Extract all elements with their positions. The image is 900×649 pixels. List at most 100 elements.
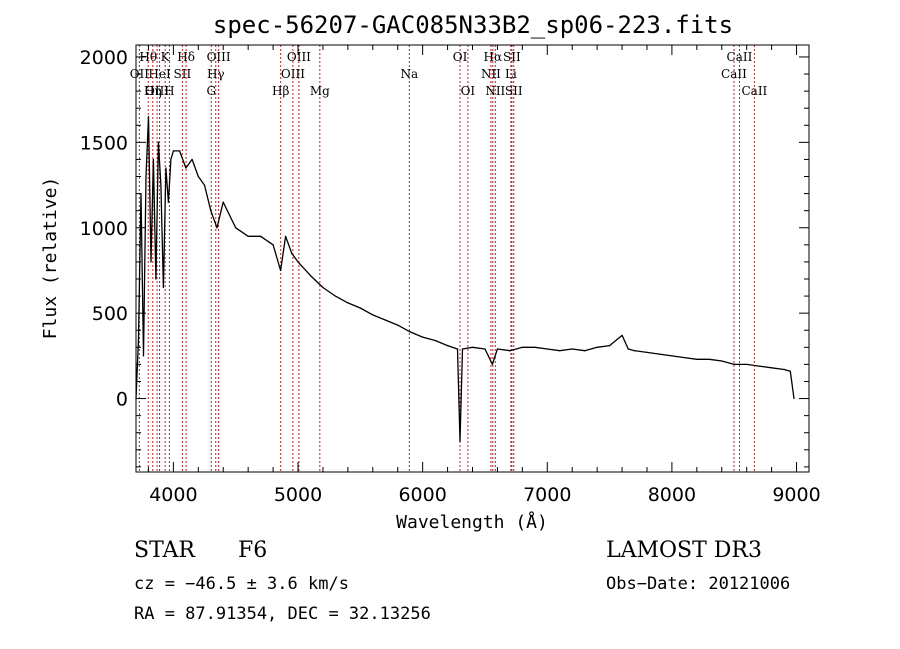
y-tick-label: 1000 bbox=[80, 218, 128, 240]
chart-title: spec-56207-GAC085N33B2_sp06-223.fits bbox=[213, 11, 733, 39]
spectrum-data-point bbox=[347, 302, 349, 304]
spectrum-data-point bbox=[771, 367, 773, 369]
spectrum-data-point bbox=[179, 150, 181, 152]
spectrum-data-point bbox=[422, 336, 424, 338]
spectral-line-label: SII bbox=[174, 67, 192, 81]
coordinates: RA = 87.91354, DEC = 32.13256 bbox=[134, 604, 431, 624]
spectral-line-label: OI bbox=[461, 84, 476, 98]
spectrum-data-point bbox=[260, 235, 262, 237]
spectrum-data-point bbox=[157, 141, 160, 143]
spectral-line-label: Hγ bbox=[207, 67, 225, 81]
y-tick-label: 1500 bbox=[80, 132, 128, 154]
spectrum-data-point bbox=[546, 348, 548, 350]
spectrum-data-point bbox=[571, 348, 573, 350]
spectrum-data-point bbox=[272, 244, 274, 246]
spectral-line-label: H bbox=[164, 84, 174, 98]
spectral-line-label: G bbox=[206, 84, 216, 98]
spectrum-data-point bbox=[459, 440, 461, 442]
spectrum-data-point bbox=[137, 338, 140, 340]
spectrum-data-point bbox=[721, 360, 723, 362]
spectrum-data-point bbox=[491, 363, 494, 365]
spectrum-data-point bbox=[534, 346, 536, 348]
object-type: STAR bbox=[134, 538, 195, 563]
spectral-line-label: OIII bbox=[281, 67, 305, 81]
spectrum-data-point bbox=[165, 167, 167, 169]
spectrum-data-point bbox=[297, 261, 299, 263]
spectrum-data-point bbox=[409, 331, 411, 333]
spectral-line-label: HeI bbox=[148, 67, 171, 81]
spectrum-data-point bbox=[783, 368, 785, 371]
spectrum-data-point bbox=[434, 339, 436, 342]
spectrum-data-point bbox=[150, 261, 152, 263]
spectral-line-label: CaII bbox=[721, 67, 747, 81]
spectrum-data-point bbox=[559, 350, 561, 352]
spectrum-data-point bbox=[584, 350, 586, 352]
survey-name: LAMOST DR3 bbox=[606, 538, 762, 563]
spectrum-data-point bbox=[162, 286, 165, 289]
x-tick-label: 5000 bbox=[274, 484, 322, 506]
spectrum-series-line bbox=[135, 116, 795, 442]
spectral-line-label: SII bbox=[505, 84, 523, 98]
plot-frame bbox=[135, 44, 810, 473]
spectrum-data-point bbox=[627, 348, 629, 350]
spectrum-data-point bbox=[155, 278, 157, 280]
spectrum-data-point bbox=[633, 350, 636, 352]
spectrum-data-point bbox=[789, 370, 791, 372]
x-tick-label: 6000 bbox=[398, 484, 446, 506]
spectrum-data-point bbox=[683, 356, 685, 359]
redshift-velocity: cz = −46.5 ± 3.6 km/s bbox=[134, 574, 349, 594]
spectral-line-label: Hθ bbox=[139, 50, 157, 64]
spectrum-data-point bbox=[646, 351, 648, 354]
spectrum-data-point bbox=[621, 334, 623, 336]
spectrum-data-point bbox=[197, 175, 199, 178]
spectrum-data-point bbox=[291, 252, 293, 254]
spectrum-data-point bbox=[172, 150, 174, 152]
spectral-line-label: NII bbox=[481, 67, 501, 81]
spectrum-data-point bbox=[145, 175, 147, 178]
spectral-line-label: Li bbox=[505, 67, 517, 81]
spectral-line-label: Hβ bbox=[272, 84, 289, 98]
observation-date: Obs−Date: 20121006 bbox=[606, 574, 791, 594]
spectrum-data-point bbox=[384, 319, 386, 321]
spectrum-data-point bbox=[708, 358, 710, 360]
spectrum-data-point bbox=[671, 355, 673, 357]
spectral-line-label: NII bbox=[485, 84, 505, 98]
spectrum-data-point bbox=[142, 355, 145, 357]
spectrum-data-point bbox=[322, 286, 324, 289]
spectral-line-label: Hη bbox=[144, 84, 162, 98]
spectrum-data-point bbox=[235, 227, 237, 229]
spectrum-data-point bbox=[309, 274, 312, 277]
spectrum-data-point bbox=[397, 324, 399, 326]
spectrum-data-point bbox=[284, 235, 287, 237]
spectral-lines-layer bbox=[138, 45, 755, 472]
spectrum-data-point bbox=[210, 210, 212, 212]
x-tick-label: 8000 bbox=[648, 484, 696, 506]
x-axis-label: Wavelength (Å) bbox=[396, 511, 548, 533]
spectrum-data-point bbox=[446, 345, 449, 347]
axis-ticks-layer: 4000 5000 6000 7000 8000 9000 0 500 1000 1500 2000 bbox=[80, 45, 821, 506]
spectrum-data-point bbox=[658, 353, 661, 355]
spectral-line-label: CaII bbox=[741, 84, 767, 98]
spectrum-data-point bbox=[484, 348, 486, 350]
spectral-line-label: Na bbox=[400, 67, 418, 81]
spectral-line-label: OIII bbox=[207, 50, 231, 64]
spectrum-data-point bbox=[359, 307, 361, 309]
spectral-line-label: Mg bbox=[310, 84, 330, 98]
y-tick-label: 2000 bbox=[80, 47, 128, 69]
subclass: F6 bbox=[238, 538, 268, 563]
spectrum-data-point bbox=[152, 158, 155, 161]
spectral-line-label: OIII bbox=[287, 50, 311, 64]
x-tick-label: 7000 bbox=[523, 484, 571, 506]
spectral-line-label: K bbox=[161, 50, 171, 64]
spectrum-data-point bbox=[608, 345, 611, 347]
spectral-line-label: OIII bbox=[145, 84, 169, 98]
spectrum-data-point bbox=[456, 348, 459, 350]
spectrum-data-point bbox=[191, 158, 193, 161]
spectrum-data-point bbox=[170, 158, 172, 161]
spectrum-data-point bbox=[247, 235, 249, 237]
x-tick-label: 4000 bbox=[149, 484, 197, 506]
spectrum-data-point bbox=[203, 184, 206, 186]
spectrum-data-point bbox=[509, 350, 511, 352]
